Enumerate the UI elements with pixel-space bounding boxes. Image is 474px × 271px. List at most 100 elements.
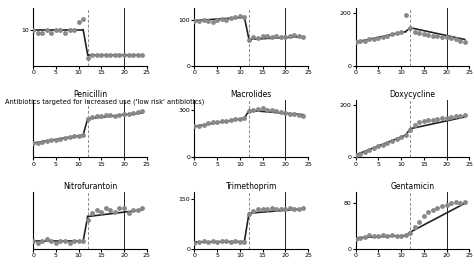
Point — [388, 233, 396, 237]
Point — [438, 35, 446, 39]
Point — [374, 36, 382, 40]
Point — [250, 107, 257, 112]
Point — [397, 30, 405, 34]
Point — [402, 12, 410, 17]
Point — [129, 208, 137, 212]
Point — [125, 112, 132, 116]
Point — [57, 137, 64, 141]
Point — [75, 239, 82, 243]
Point — [254, 107, 262, 111]
Point — [277, 207, 284, 212]
Point — [452, 200, 459, 204]
Point — [79, 17, 87, 21]
Point — [411, 225, 419, 230]
Point — [429, 117, 437, 122]
Point — [250, 35, 257, 39]
Point — [456, 201, 464, 205]
Point — [291, 207, 298, 211]
Point — [295, 113, 303, 117]
Point — [209, 20, 217, 24]
Point — [111, 209, 118, 214]
Point — [84, 218, 91, 222]
Point — [52, 241, 60, 245]
Point — [352, 40, 359, 44]
Point — [383, 33, 391, 38]
Point — [93, 53, 100, 57]
Point — [461, 40, 468, 44]
Point — [447, 36, 455, 40]
Point — [84, 117, 91, 121]
Point — [47, 239, 55, 243]
Point — [66, 241, 73, 245]
Point — [120, 206, 128, 211]
Point — [236, 117, 244, 121]
Point — [420, 119, 428, 123]
Point — [402, 133, 410, 137]
Point — [98, 114, 105, 118]
Point — [218, 239, 226, 243]
Point — [379, 143, 387, 147]
Point — [52, 137, 60, 142]
Point — [79, 239, 87, 243]
Point — [213, 240, 221, 244]
Point — [443, 35, 450, 40]
Point — [434, 117, 441, 121]
Point — [241, 240, 248, 244]
Point — [352, 153, 359, 157]
Point — [429, 208, 437, 212]
Point — [388, 139, 396, 143]
Point — [61, 31, 69, 36]
Point — [200, 239, 207, 243]
Point — [352, 237, 359, 241]
Point — [61, 136, 69, 140]
Point — [259, 34, 266, 38]
Title: Trimethoprim: Trimethoprim — [226, 182, 277, 191]
Point — [365, 148, 373, 152]
Point — [75, 20, 82, 25]
Point — [461, 113, 468, 117]
Point — [286, 111, 293, 116]
Point — [34, 241, 42, 245]
Point — [374, 144, 382, 149]
Point — [379, 35, 387, 39]
Point — [138, 53, 146, 57]
Point — [383, 141, 391, 145]
Point — [277, 110, 284, 114]
Point — [420, 214, 428, 218]
Point — [282, 207, 289, 211]
Point — [264, 34, 271, 38]
Point — [227, 239, 235, 244]
Point — [47, 31, 55, 36]
Point — [57, 239, 64, 243]
Point — [38, 140, 46, 144]
Point — [361, 150, 369, 154]
Point — [356, 38, 364, 43]
Point — [452, 114, 459, 118]
Point — [47, 138, 55, 142]
Point — [29, 141, 37, 145]
Point — [268, 35, 275, 39]
Point — [388, 32, 396, 36]
Point — [120, 112, 128, 117]
Point — [429, 33, 437, 38]
Point — [129, 111, 137, 115]
Point — [200, 17, 207, 22]
Point — [250, 209, 257, 214]
Point — [236, 239, 244, 244]
Point — [295, 207, 303, 212]
Point — [89, 115, 96, 120]
Point — [393, 234, 401, 238]
Point — [209, 239, 217, 243]
Point — [200, 122, 207, 127]
Point — [29, 27, 37, 32]
Point — [370, 234, 378, 238]
Point — [102, 206, 109, 211]
Title: Gentamicin: Gentamicin — [391, 182, 435, 191]
Point — [456, 38, 464, 43]
Point — [138, 109, 146, 114]
Point — [107, 113, 114, 117]
Point — [213, 17, 221, 22]
Point — [222, 17, 230, 22]
Point — [231, 15, 239, 20]
Point — [397, 233, 405, 238]
